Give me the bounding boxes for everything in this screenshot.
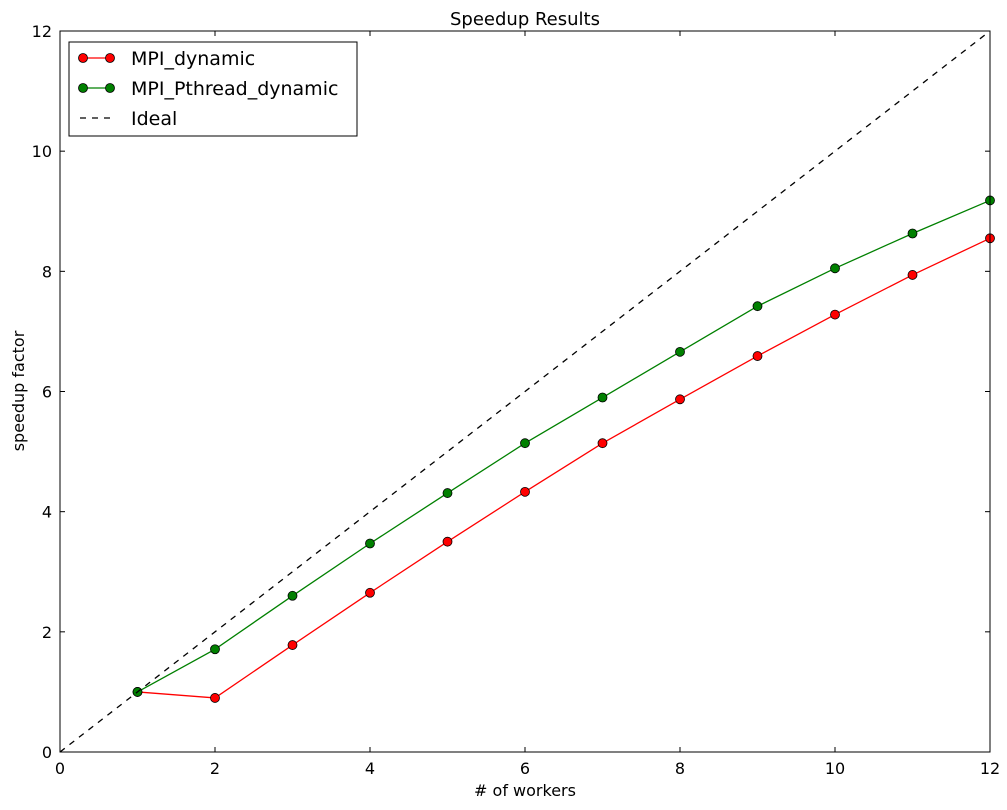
legend-label-mpi-dynamic: MPI_dynamic [131, 48, 255, 70]
data-point-mpi-dynamic-11 [907, 270, 918, 280]
legend: MPI_dynamic MPI_Pthread_dynamic Ideal [68, 41, 358, 137]
series-mpi-dynamic [132, 233, 995, 703]
data-point-mpi-dynamic-4 [365, 587, 375, 598]
data-point-mpi-pthread-dynamic-8 [675, 346, 685, 357]
series-line-mpi-dynamic [137, 237, 991, 699]
legend-marker-end-mpi-dynamic [105, 53, 115, 63]
data-point-mpi-pthread-dynamic-11 [907, 228, 918, 239]
x-tick-label-12: 12 [980, 759, 1000, 778]
legend-entry-ideal: Ideal [80, 108, 177, 130]
ticks-layer: 0 2 4 6 8 10 12 0 2 4 6 8 10 12 [32, 22, 1001, 778]
data-point-mpi-dynamic-7 [597, 438, 608, 449]
y-tick-label-6: 6 [42, 383, 52, 402]
y-tick-label-0: 0 [42, 743, 52, 762]
x-tick-label-6: 6 [520, 759, 530, 778]
data-point-mpi-dynamic-5 [442, 536, 453, 547]
y-tick-label-8: 8 [42, 262, 52, 281]
y-tick-label-2: 2 [42, 623, 52, 642]
x-axis-label: # of workers [474, 781, 576, 800]
series-line-ideal [59, 30, 991, 753]
data-point-mpi-dynamic-10 [830, 309, 840, 320]
data-point-mpi-pthread-dynamic-3 [287, 590, 298, 601]
data-point-mpi-dynamic-9 [752, 351, 763, 361]
data-point-mpi-pthread-dynamic-6 [520, 438, 530, 449]
series-line-mpi-pthread-dynamic [137, 199, 991, 693]
legend-marker-start-mpi-dynamic [78, 53, 88, 63]
data-point-mpi-pthread-dynamic-10 [830, 263, 840, 274]
data-point-mpi-pthread-dynamic-7 [597, 392, 608, 403]
legend-marker-start-mpi-pthread-dynamic [78, 83, 88, 93]
x-tick-label-4: 4 [365, 759, 375, 778]
chart-title: Speedup Results [450, 9, 600, 30]
x-tick-label-0: 0 [55, 759, 65, 778]
legend-box [68, 41, 358, 137]
y-axis-label: speedup factor [9, 330, 28, 451]
x-tick-label-10: 10 [825, 759, 845, 778]
legend-entry-mpi-dynamic: MPI_dynamic [78, 48, 255, 70]
plot-frame [59, 30, 991, 753]
data-point-mpi-dynamic-8 [675, 394, 685, 405]
data-point-mpi-dynamic-2 [210, 693, 220, 703]
y-tick-label-4: 4 [42, 503, 52, 522]
y-tick-label-12: 12 [32, 22, 52, 41]
y-tick-label-10: 10 [32, 142, 52, 161]
data-point-mpi-pthread-dynamic-2 [210, 644, 220, 655]
data-point-mpi-pthread-dynamic-5 [442, 488, 453, 498]
data-point-mpi-dynamic-3 [287, 640, 298, 650]
legend-label-mpi-pthread-dynamic: MPI_Pthread_dynamic [131, 78, 338, 100]
legend-label-ideal: Ideal [131, 108, 177, 130]
x-tick-label-2: 2 [210, 759, 220, 778]
series-layer [59, 30, 995, 753]
data-point-mpi-pthread-dynamic-4 [365, 538, 375, 549]
x-tick-label-8: 8 [675, 759, 685, 778]
series-ideal [59, 30, 991, 753]
legend-entry-mpi-pthread-dynamic: MPI_Pthread_dynamic [78, 78, 338, 100]
data-point-mpi-dynamic-6 [520, 486, 530, 497]
data-point-mpi-pthread-dynamic-9 [752, 301, 763, 312]
legend-marker-end-mpi-pthread-dynamic [105, 83, 115, 93]
